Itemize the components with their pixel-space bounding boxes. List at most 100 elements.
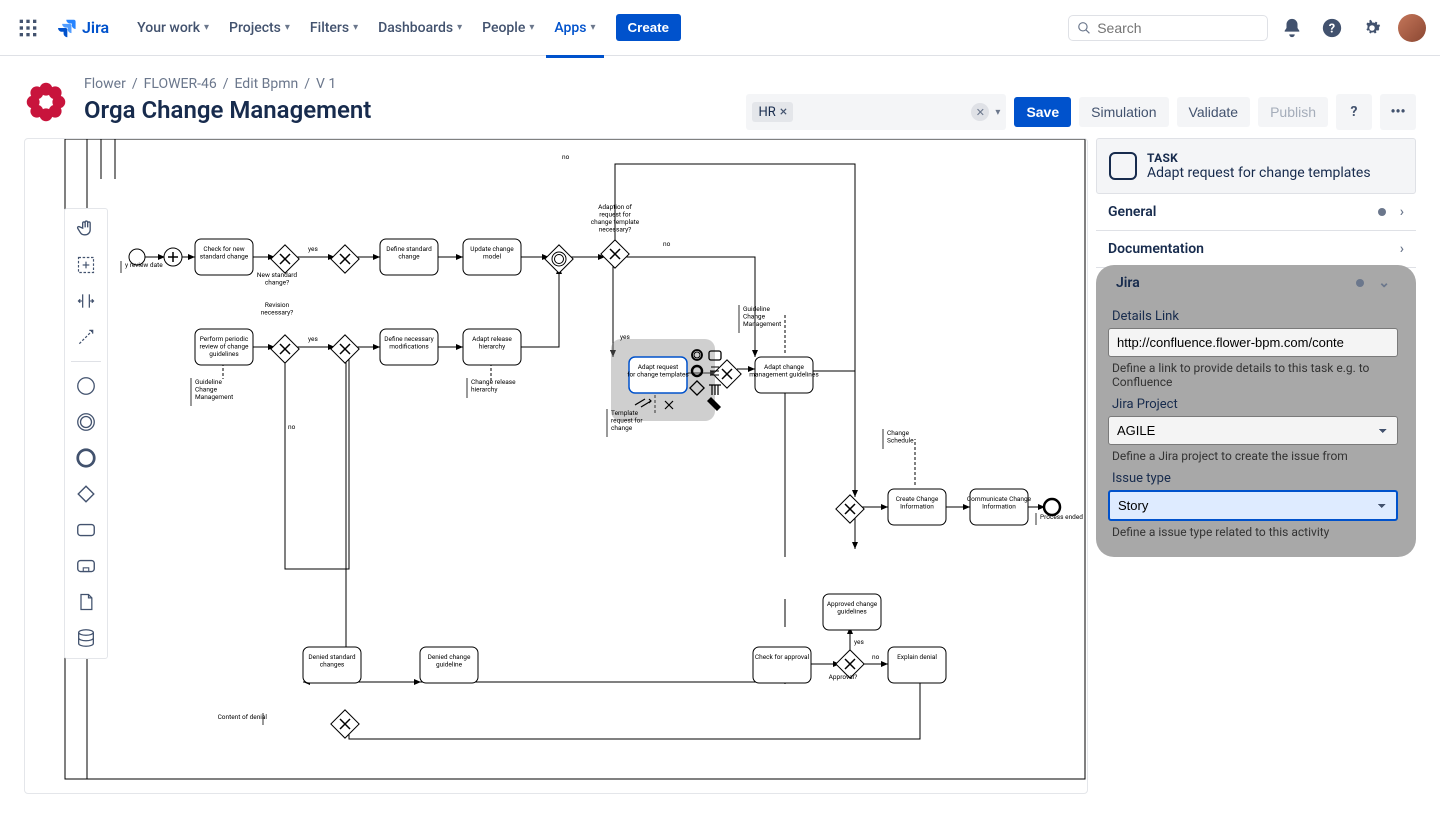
svg-text:Process ended: Process ended [1040, 513, 1083, 521]
nav-menu: Your work▾ Projects▾ Filters▾ Dashboards… [129, 14, 603, 42]
chevron-down-icon: ▾ [529, 22, 534, 33]
status-dot-icon [1356, 279, 1364, 287]
svg-text:Explain denial: Explain denial [897, 653, 937, 661]
clear-tags-icon[interactable]: ✕ [971, 103, 989, 121]
data-store-tool[interactable] [72, 624, 100, 652]
issue-type-help: Define a issue type related to this acti… [1112, 525, 1394, 539]
jira-project-help: Define a Jira project to create the issu… [1112, 449, 1394, 463]
chevron-down-icon: ⌄ [1378, 275, 1390, 291]
issue-type-label: Issue type [1112, 471, 1394, 486]
svg-text:Define necessarymodifications: Define necessarymodifications [384, 335, 433, 351]
svg-text:Change releasehierarchy: Change releasehierarchy [471, 378, 516, 394]
task-header: TASK Adapt request for change templates [1096, 138, 1416, 194]
nav-people[interactable]: People▾ [474, 14, 542, 42]
tag-chip-hr[interactable]: HR× [752, 102, 793, 122]
issue-type-select[interactable]: Story [1108, 490, 1398, 521]
svg-text:Create ChangeInformation: Create ChangeInformation [896, 495, 939, 511]
svg-text:Content of denial: Content of denial [218, 713, 268, 721]
breadcrumb: Flower/ FLOWER-46/ Edit Bpmn/ V 1 [84, 76, 730, 92]
chevron-right-icon: › [1400, 204, 1404, 220]
context-help-button[interactable]: ? [1336, 94, 1372, 130]
help-icon[interactable]: ? [1316, 12, 1348, 44]
space-tool[interactable] [72, 287, 100, 315]
bpmn-canvas[interactable]: Check for newstandard changeDefine stand… [24, 138, 1088, 794]
search-icon [1077, 20, 1091, 36]
save-button[interactable]: Save [1014, 97, 1071, 127]
jira-project-select[interactable]: AGILE [1108, 416, 1398, 445]
svg-text:Adaption ofrequest forchange t: Adaption ofrequest forchange templatenec… [591, 203, 640, 234]
svg-text:yes: yes [620, 333, 630, 341]
validate-button[interactable]: Validate [1177, 97, 1251, 127]
create-button[interactable]: Create [616, 14, 682, 41]
product-name: Jira [82, 18, 109, 37]
svg-text:yes: yes [308, 245, 318, 253]
breadcrumb-flower[interactable]: Flower [84, 76, 126, 92]
settings-icon[interactable] [1356, 12, 1388, 44]
chevron-down-icon: ▾ [285, 22, 290, 33]
canvas-wrap: Check for newstandard changeDefine stand… [24, 138, 1088, 794]
chevron-down-icon: ▾ [353, 22, 358, 33]
status-dot-icon [1378, 208, 1386, 216]
page-title: Orga Change Management [84, 96, 730, 124]
chevron-down-icon: ▾ [204, 22, 209, 33]
simulation-button[interactable]: Simulation [1079, 97, 1168, 127]
svg-text:no: no [562, 153, 570, 161]
chevron-down-icon: ▾ [590, 22, 595, 33]
remove-tag-icon[interactable]: × [780, 104, 787, 120]
nav-dashboards[interactable]: Dashboards▾ [370, 14, 470, 42]
task-type-icon [1109, 152, 1137, 180]
svg-text:no: no [872, 653, 880, 661]
chevron-down-icon: ▾ [457, 22, 462, 33]
start-event-tool[interactable] [72, 372, 100, 400]
jira-project-label: Jira Project [1112, 397, 1394, 412]
app-switcher-icon[interactable] [12, 12, 44, 44]
avatar[interactable] [1396, 12, 1428, 44]
top-nav: Jira Your work▾ Projects▾ Filters▾ Dashb… [0, 0, 1440, 56]
section-documentation[interactable]: Documentation › [1096, 231, 1416, 268]
breadcrumb-issue[interactable]: FLOWER-46 [144, 76, 217, 92]
page-header: Flower/ FLOWER-46/ Edit Bpmn/ V 1 Orga C… [0, 56, 1440, 138]
intermediate-event-tool[interactable] [72, 408, 100, 436]
chevron-down-icon[interactable]: ▾ [995, 107, 1000, 118]
hand-tool[interactable] [72, 215, 100, 243]
svg-text:Revisionnecessary?: Revisionnecessary? [261, 301, 294, 317]
properties-panel: TASK Adapt request for change templates … [1096, 138, 1416, 794]
jira-section-highlight: Jira ⌄ Details Link Define a link to pro… [1096, 265, 1416, 557]
data-object-tool[interactable] [72, 588, 100, 616]
breadcrumb-version[interactable]: V 1 [316, 76, 336, 92]
gateway-tool[interactable] [72, 480, 100, 508]
details-link-input[interactable] [1108, 328, 1398, 357]
lasso-tool[interactable] [72, 251, 100, 279]
svg-text:Approval?: Approval? [829, 673, 858, 681]
svg-text:y review date: y review date [125, 261, 163, 269]
task-tool[interactable] [72, 516, 100, 544]
section-general[interactable]: General › [1096, 194, 1416, 231]
nav-projects[interactable]: Projects▾ [221, 14, 298, 42]
svg-text:yes: yes [854, 638, 864, 646]
svg-text:GuidelineChangeManagement: GuidelineChangeManagement [195, 378, 233, 401]
svg-text:GuidelineChangeManagement: GuidelineChangeManagement [743, 305, 781, 328]
subprocess-tool[interactable] [72, 552, 100, 580]
more-actions-button[interactable]: ••• [1380, 94, 1416, 130]
end-event-tool[interactable] [72, 444, 100, 472]
breadcrumb-edit[interactable]: Edit Bpmn [234, 76, 298, 92]
content-area: Check for newstandard changeDefine stand… [0, 138, 1440, 818]
notifications-icon[interactable] [1276, 12, 1308, 44]
connect-tool[interactable] [72, 323, 100, 351]
search-input[interactable] [1097, 20, 1259, 36]
flower-app-icon [24, 80, 68, 124]
search-box[interactable] [1068, 15, 1268, 41]
chevron-right-icon: › [1400, 241, 1404, 257]
section-jira[interactable]: Jira ⌄ [1104, 265, 1402, 301]
bpmn-palette [64, 208, 108, 659]
nav-apps[interactable]: Apps▾ [546, 14, 603, 42]
nav-your-work[interactable]: Your work▾ [129, 14, 217, 42]
publish-button: Publish [1258, 97, 1328, 127]
jira-logo[interactable]: Jira [48, 17, 117, 39]
bpmn-diagram: Check for newstandard changeDefine stand… [25, 139, 1088, 789]
tag-input[interactable]: HR× ✕ ▾ [746, 94, 1006, 130]
details-link-label: Details Link [1112, 309, 1394, 324]
svg-text:yes: yes [308, 335, 318, 343]
header-actions: HR× ✕ ▾ Save Simulation Validate Publish… [746, 94, 1416, 130]
nav-filters[interactable]: Filters▾ [302, 14, 366, 42]
